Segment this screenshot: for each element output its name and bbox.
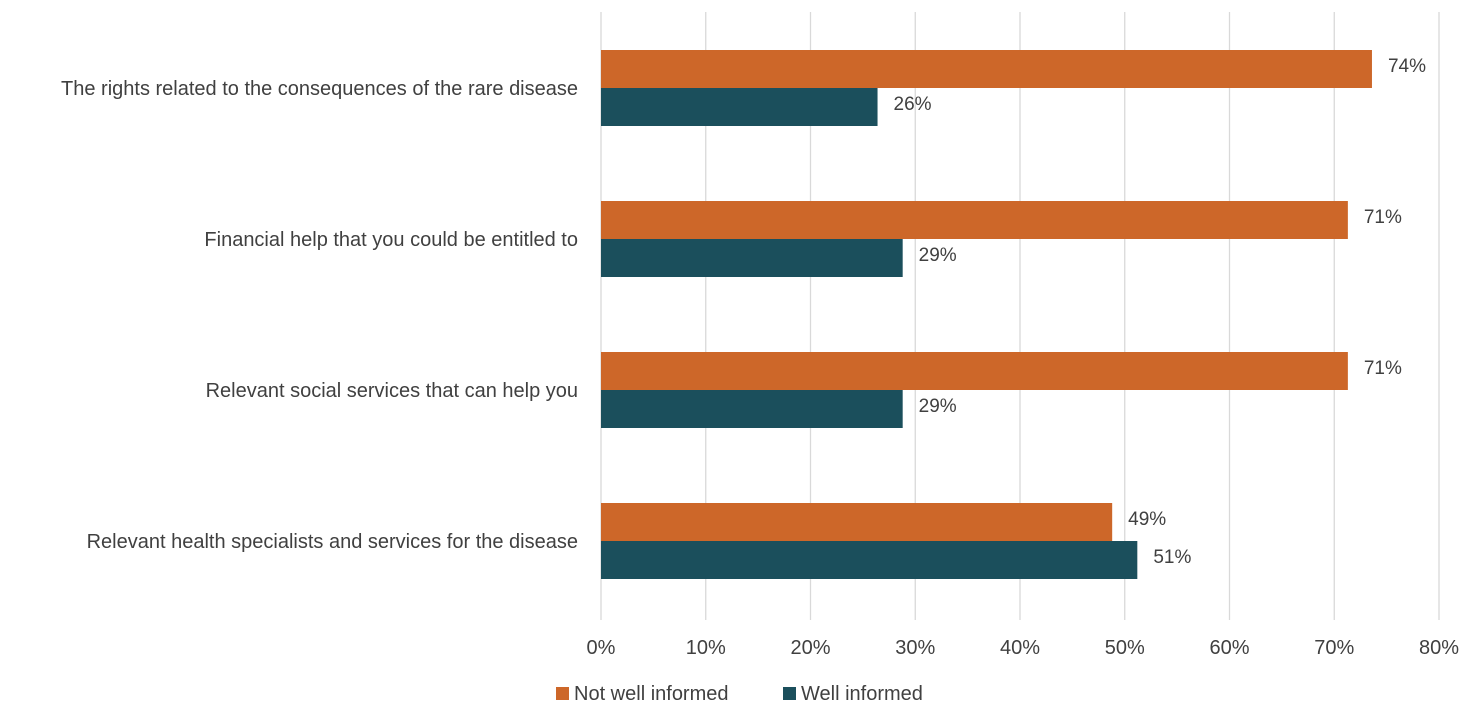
bar-not-well-informed-1: [601, 201, 1348, 239]
x-tick-label: 20%: [790, 637, 830, 659]
legend-label: Not well informed: [574, 683, 729, 705]
x-tick-label: 0%: [587, 637, 616, 659]
data-labels: 74% 26% 71% 29% 71% 29% 49% 51%: [894, 56, 1427, 568]
legend-label: Well informed: [801, 683, 923, 705]
x-tick-label: 40%: [1000, 637, 1040, 659]
data-label: 71%: [1364, 358, 1402, 379]
data-label: 74%: [1388, 56, 1426, 77]
bars: [601, 50, 1372, 579]
x-tick-label: 10%: [686, 637, 726, 659]
data-label: 51%: [1153, 547, 1191, 568]
data-label: 49%: [1128, 509, 1166, 530]
category-label: Relevant social services that can help y…: [206, 380, 578, 402]
data-label: 26%: [894, 94, 932, 115]
x-axis-ticks: 0% 10% 20% 30% 40% 50% 60% 70% 80%: [587, 637, 1460, 659]
data-label: 29%: [919, 245, 957, 266]
x-tick-label: 80%: [1419, 637, 1459, 659]
bar-well-informed-0: [601, 88, 878, 126]
data-label: 29%: [919, 396, 957, 417]
category-label: Relevant health specialists and services…: [87, 531, 578, 553]
data-label: 71%: [1364, 207, 1402, 228]
bar-well-informed-2: [601, 390, 903, 428]
legend-swatch-not-well-informed: [556, 687, 569, 700]
legend-swatch-well-informed: [783, 687, 796, 700]
x-tick-label: 70%: [1314, 637, 1354, 659]
bar-not-well-informed-0: [601, 50, 1372, 88]
bar-well-informed-1: [601, 239, 903, 277]
category-label: The rights related to the consequences o…: [61, 78, 578, 100]
category-labels: The rights related to the consequences o…: [61, 78, 578, 553]
bar-not-well-informed-3: [601, 503, 1113, 541]
bar-well-informed-3: [601, 541, 1138, 579]
x-tick-label: 30%: [895, 637, 935, 659]
category-label: Financial help that you could be entitle…: [204, 229, 578, 251]
legend: Not well informed Well informed: [556, 683, 923, 705]
x-tick-label: 60%: [1209, 637, 1249, 659]
x-tick-label: 50%: [1105, 637, 1145, 659]
bar-not-well-informed-2: [601, 352, 1348, 390]
